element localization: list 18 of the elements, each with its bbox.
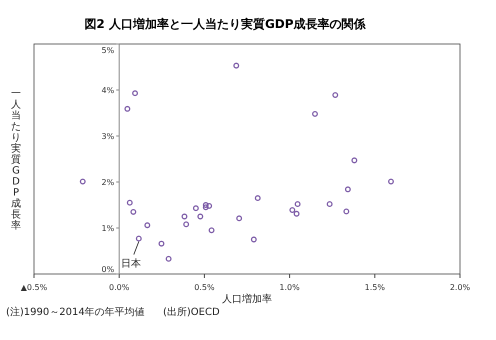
y-tick-label: 1% <box>101 224 115 233</box>
text: 一人当たり実質GDP成長率 <box>11 88 21 232</box>
y-tick-label: 4% <box>101 86 115 95</box>
chart-title: 図2 人口増加率と一人当たり実質GDP成長率の関係 <box>84 17 367 31</box>
x-axis-title: 人口増加率 <box>222 293 272 305</box>
text: (注)1990～2014年の年平均値 <box>6 306 145 318</box>
text: (出所)OECD <box>163 306 220 318</box>
x-tick-label: 0.0% <box>109 283 130 292</box>
y-tick-label: 5% <box>101 46 115 55</box>
x-tick-label: 0.5% <box>194 283 215 292</box>
x-tick-label: 1.5% <box>364 283 386 292</box>
annotation: 日本 <box>120 258 141 270</box>
x-tick-label: ▲0.5% <box>20 283 48 292</box>
y-tick-label: 0% <box>101 265 115 274</box>
x-tick-label: 2.0% <box>450 283 471 292</box>
y-tick-label: 3% <box>101 132 115 141</box>
x-tick-label: 1.0% <box>279 283 300 292</box>
y-tick-label: 2% <box>101 178 115 187</box>
